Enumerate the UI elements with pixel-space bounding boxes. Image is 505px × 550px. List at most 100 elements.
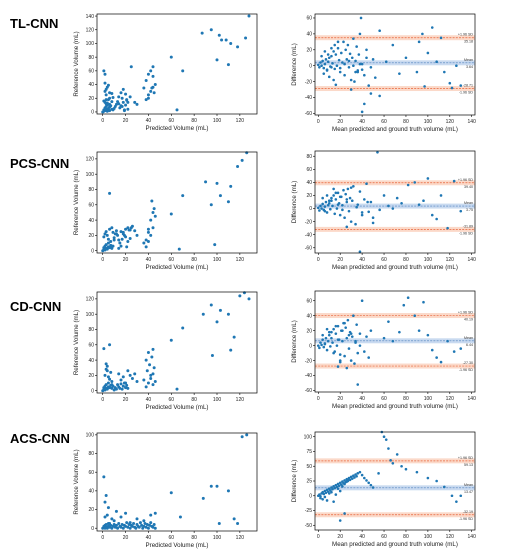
panel-4: 0 20 40 60 80 100 120 0 20 40 60 80 100 120 Predicted … bbox=[73, 291, 258, 411]
upper-loa-sd-label: +1.96 SD bbox=[458, 178, 473, 182]
data-point bbox=[346, 187, 350, 191]
data-point bbox=[316, 63, 320, 67]
data-point bbox=[343, 62, 346, 66]
data-point bbox=[318, 65, 321, 69]
data-point bbox=[226, 312, 230, 316]
x-tick-label: 100 bbox=[424, 396, 433, 402]
data-point bbox=[112, 388, 116, 392]
data-point bbox=[144, 78, 148, 82]
data-point bbox=[415, 470, 419, 474]
row-title-tl-cnn: TL-CNN bbox=[10, 16, 58, 31]
chart-panels: 0 20 40 60 80 100 120 0 20 40 60 80 100 120 140 Predict… bbox=[73, 13, 477, 549]
data-point bbox=[426, 333, 430, 337]
data-point bbox=[240, 435, 244, 439]
data-point bbox=[321, 338, 324, 341]
data-point bbox=[151, 383, 155, 387]
data-point bbox=[455, 64, 458, 67]
data-point bbox=[321, 498, 324, 501]
plot-frame bbox=[96, 151, 258, 254]
x-tick-label: 140 bbox=[468, 534, 477, 540]
data-point bbox=[112, 522, 116, 526]
data-point bbox=[347, 209, 351, 213]
data-point bbox=[331, 62, 334, 65]
data-point bbox=[108, 191, 112, 195]
data-point bbox=[352, 185, 355, 188]
data-point bbox=[327, 75, 331, 79]
data-point bbox=[353, 80, 356, 83]
y-tick-label: 60 bbox=[306, 298, 312, 304]
data-point bbox=[435, 479, 438, 483]
data-point bbox=[349, 186, 353, 189]
data-point bbox=[149, 233, 153, 237]
x-axis-label: Predicted Volume (mL) bbox=[146, 125, 209, 132]
y-tick-label: 80 bbox=[88, 55, 94, 61]
mean-label: Mean bbox=[464, 483, 473, 487]
y-tick-label: 100 bbox=[304, 434, 313, 440]
data-point bbox=[124, 511, 128, 515]
data-point bbox=[124, 381, 128, 385]
data-point bbox=[406, 296, 410, 300]
data-point bbox=[110, 386, 114, 390]
data-point bbox=[114, 387, 118, 391]
data-point bbox=[338, 353, 342, 356]
data-point bbox=[349, 88, 353, 91]
data-point bbox=[149, 218, 153, 222]
data-point bbox=[333, 212, 337, 216]
x-tick-label: 120 bbox=[446, 257, 455, 263]
data-point bbox=[118, 386, 122, 390]
data-point bbox=[330, 330, 333, 334]
data-point bbox=[121, 232, 125, 236]
data-point bbox=[443, 70, 446, 74]
data-point bbox=[350, 199, 354, 202]
data-point bbox=[346, 43, 350, 47]
data-point bbox=[363, 350, 366, 353]
data-point bbox=[126, 107, 130, 111]
data-point bbox=[320, 64, 323, 67]
data-point bbox=[108, 91, 112, 95]
data-point bbox=[365, 56, 368, 60]
data-point bbox=[240, 158, 244, 162]
data-point bbox=[406, 183, 410, 187]
data-point bbox=[452, 179, 456, 183]
y-tick-label: 60 bbox=[306, 16, 312, 22]
data-point bbox=[378, 208, 381, 212]
upper-loa-value-label: 40.19 bbox=[464, 318, 473, 322]
data-point bbox=[341, 203, 344, 207]
data-point bbox=[121, 384, 125, 388]
y-tick-label: 80 bbox=[306, 154, 312, 160]
x-tick-label: 120 bbox=[446, 396, 455, 402]
data-point bbox=[373, 76, 377, 79]
data-point bbox=[124, 386, 128, 390]
data-point bbox=[108, 96, 112, 100]
x-axis-label: Mean predicted and ground truth volume (… bbox=[332, 264, 458, 271]
x-tick-label: 40 bbox=[146, 118, 152, 124]
data-point bbox=[347, 477, 351, 481]
data-point bbox=[232, 517, 236, 521]
y-tick-label: -60 bbox=[305, 111, 312, 117]
data-point bbox=[236, 165, 240, 169]
data-point bbox=[144, 385, 148, 389]
x-tick-label: 100 bbox=[424, 257, 433, 263]
data-point bbox=[326, 53, 330, 56]
data-point bbox=[330, 196, 333, 200]
data-point bbox=[347, 65, 351, 69]
data-point bbox=[326, 339, 330, 343]
data-point bbox=[323, 209, 327, 213]
data-point bbox=[357, 53, 361, 56]
data-point bbox=[114, 232, 118, 236]
data-point bbox=[110, 517, 114, 521]
data-point bbox=[142, 378, 146, 382]
panel-2: 0 20 40 60 80 100 120 0 20 40 60 80 100 120 Predicted … bbox=[73, 151, 258, 271]
data-point bbox=[359, 16, 363, 20]
data-point bbox=[354, 222, 357, 226]
upper-loa-value-label: 39.40 bbox=[464, 185, 473, 189]
data-point bbox=[404, 467, 408, 471]
data-point bbox=[106, 375, 110, 379]
data-point bbox=[446, 226, 449, 230]
data-point bbox=[337, 58, 341, 62]
data-point bbox=[103, 72, 107, 76]
data-point bbox=[338, 195, 342, 199]
data-point bbox=[353, 362, 356, 365]
data-point bbox=[335, 344, 339, 347]
